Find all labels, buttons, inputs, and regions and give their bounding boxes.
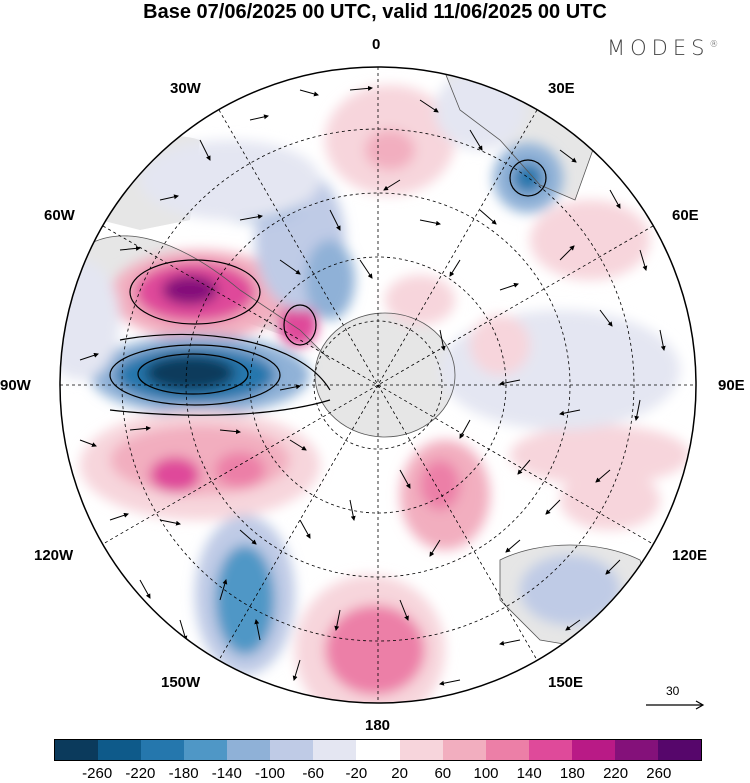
colorbar-tick-label: -100 [254,765,286,782]
colorbar-swatch [571,740,615,760]
colorbar-swatch [442,740,486,760]
colorbar-swatch [98,740,142,760]
pos-anomaly [510,425,690,485]
map-border [59,66,697,704]
colorbar-swatch [184,740,228,760]
pos-anomaly [365,130,415,170]
colorbar-swatch [227,740,271,760]
colorbar-swatch [657,740,701,760]
neg-anomaly [305,240,355,320]
reference-vector-value: 30 [666,684,680,698]
antarctica [315,313,455,437]
colorbar-tick-label: 60 [434,765,452,782]
colorbar-tick-label: -220 [125,765,156,782]
colorbar [54,739,702,761]
colorbar-tick-label: -260 [82,765,113,782]
wind-vectors [79,85,666,686]
colorbar-swatch [399,740,443,760]
neg-anomaly [60,260,120,380]
pos-anomaly [162,275,218,305]
colorbar-tick-label: -20 [345,765,368,782]
colorbar-tick-label: 140 [516,765,542,782]
anomaly-fill [60,70,690,703]
colorbar-swatch [141,740,185,760]
brand-logo: MODES® [607,36,718,60]
lon-label-60w: 60W [44,207,75,224]
lon-label-150e: 150E [548,674,584,691]
lon-label-90e: 90E [718,377,745,394]
neg-anomaly [145,355,235,391]
colorbar-tick-label: 260 [646,765,672,782]
colorbar-swatch [614,740,658,760]
pos-anomaly [278,303,318,347]
colorbar-tick-label: 180 [559,765,585,782]
lon-label-90w: 90W [0,377,31,394]
contours [109,159,547,416]
colorbar-swatch [313,740,357,760]
lon-label-30e: 30E [548,80,575,97]
pos-anomaly [530,200,650,280]
lon-label-150w: 150W [161,674,201,691]
colorbar-tick-label: 220 [603,765,629,782]
reference-vector: 30 [646,684,706,714]
neg-anomaly [140,140,320,220]
neg-anomaly [513,163,543,193]
map-field [60,67,696,703]
colorbar-tick-label: 20 [391,765,408,782]
pos-anomaly [385,275,455,325]
pos-anomaly [420,460,460,510]
pos-anomaly [150,457,200,493]
brand-text: MODES [607,36,710,60]
colorbar-tick-label: -140 [211,765,242,782]
lon-label-180: 180 [365,717,391,734]
colorbar-swatch [356,740,400,760]
map-title: Base 07/06/2025 00 UTC, valid 11/06/2025… [143,1,607,23]
colorbar-ticks: -260 -220 -180 -140 -100 -60 -20 20 60 100 140 180 2… [0,765,750,783]
colorbar-tick-label: -180 [168,765,199,782]
pos-anomaly [215,452,265,488]
colorbar-tick-label: 100 [473,765,499,782]
colorbar-swatch [270,740,314,760]
reference-arrow-icon [646,700,705,710]
neg-anomaly [215,545,275,655]
lon-label-60e: 60E [672,207,699,224]
lon-label-120w: 120W [34,547,74,564]
pos-anomaly [325,605,425,695]
colorbar-tick-label: -60 [302,765,325,782]
pos-anomaly [110,425,290,495]
registered-mark: ® [709,40,719,50]
lon-label-0: 0 [372,36,381,53]
pos-anomaly [560,470,660,530]
graticule [60,67,696,703]
neg-anomaly [520,555,620,625]
colorbar-swatch [485,740,529,760]
lon-label-30w: 30W [170,80,201,97]
lon-label-120e: 120E [672,547,708,564]
colorbar-swatch [55,740,99,760]
colorbar-swatch [528,740,572,760]
